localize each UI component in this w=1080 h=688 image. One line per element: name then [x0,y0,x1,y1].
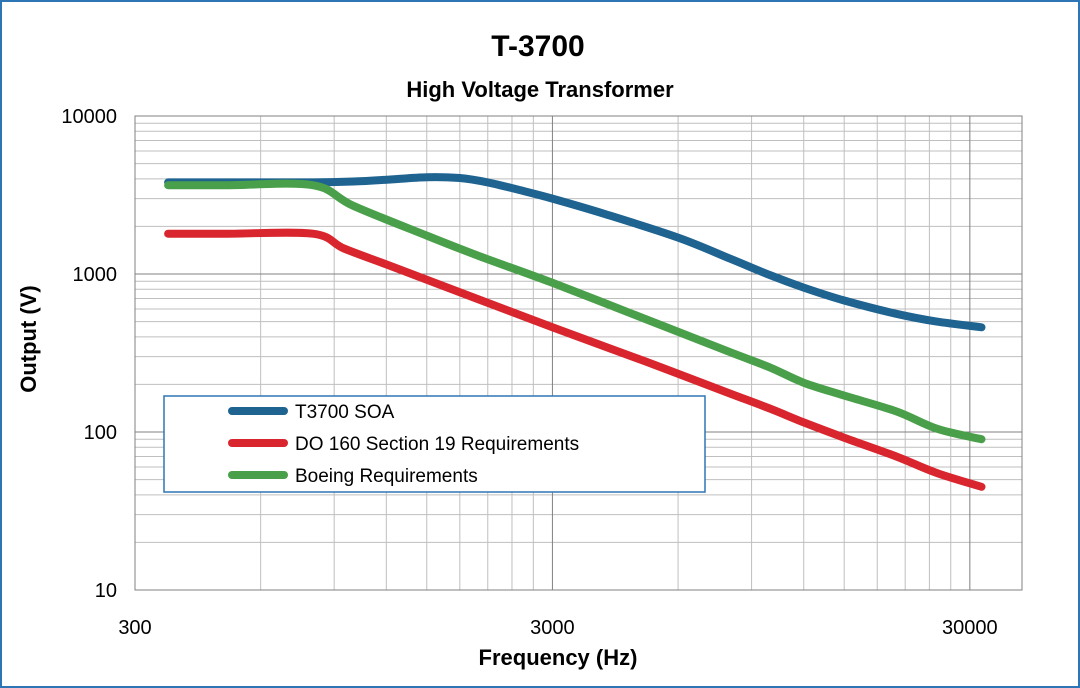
legend-label-1: T3700 SOA [295,402,395,423]
x-tick-label: 300 [118,617,151,639]
x-tick-label: 3000 [530,617,575,639]
legend-label-3: Boeing Requirements [295,466,478,487]
series-line-2 [164,228,986,491]
y-axis-ticks: 10 100 1000 10000 [61,106,117,602]
series-layer [164,173,986,491]
x-tick-label: 30000 [942,617,998,639]
chart-subtitle: High Voltage Transformer [406,77,674,102]
chart-title: T-3700 [491,30,584,63]
legend-label-2: DO 160 Section 19 Requirements [295,434,579,455]
y-axis-title: Output (V) [16,285,41,393]
y-tick-label: 10000 [61,106,117,128]
y-tick-label: 100 [84,422,117,444]
x-axis-title: Frequency (Hz) [479,645,638,670]
y-tick-label: 1000 [73,264,118,286]
legend: T3700 SOA DO 160 Section 19 Requirements B… [163,395,706,493]
series-line-1 [164,173,986,332]
series-line-3 [164,179,986,444]
x-axis-ticks: 300 3000 30000 [118,617,997,639]
plot-area [134,115,1023,591]
y-tick-label: 10 [95,580,117,602]
